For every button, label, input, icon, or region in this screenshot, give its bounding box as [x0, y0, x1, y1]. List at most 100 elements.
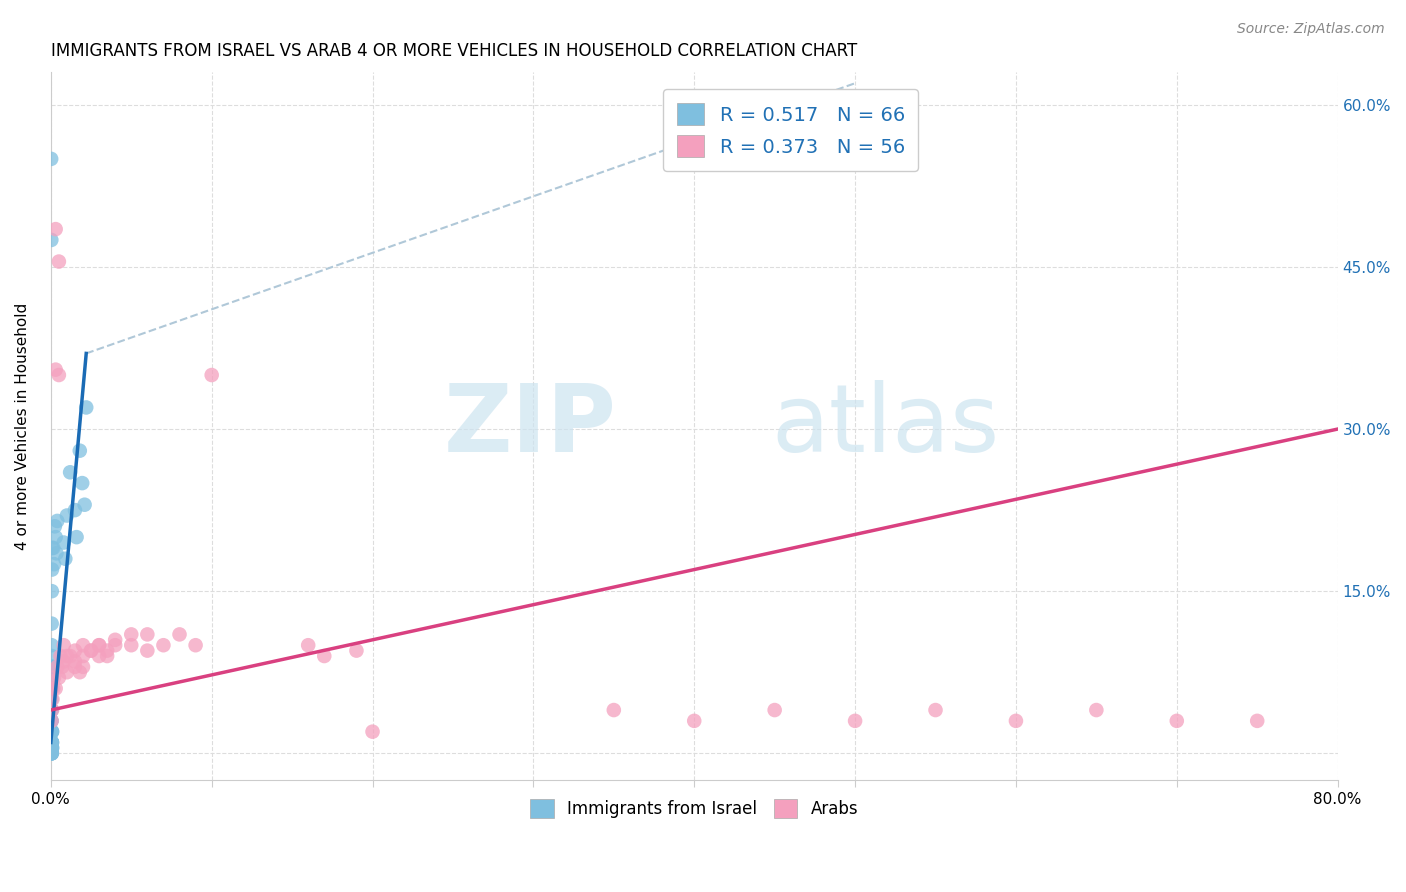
- Point: [52, 638, 75, 652]
- Text: atlas: atlas: [772, 380, 1000, 473]
- Point: [41, 692, 63, 706]
- Point: [169, 627, 191, 641]
- Point: [41, 584, 63, 599]
- Text: IMMIGRANTS FROM ISRAEL VS ARAB 4 OR MORE VEHICLES IN HOUSEHOLD CORRELATION CHART: IMMIGRANTS FROM ISRAEL VS ARAB 4 OR MORE…: [51, 42, 858, 60]
- Point: [41, 746, 63, 760]
- Point: [1166, 714, 1188, 728]
- Point: [41, 724, 63, 739]
- Text: Source: ZipAtlas.com: Source: ZipAtlas.com: [1237, 22, 1385, 37]
- Point: [41, 541, 63, 555]
- Point: [41, 703, 63, 717]
- Point: [51, 660, 73, 674]
- Point: [41, 660, 63, 674]
- Point: [45, 530, 67, 544]
- Point: [87, 648, 110, 663]
- Point: [39, 714, 62, 728]
- Point: [763, 703, 786, 717]
- Point: [41, 735, 63, 749]
- Point: [41, 703, 63, 717]
- Point: [41, 735, 63, 749]
- Point: [41, 671, 63, 685]
- Point: [87, 638, 110, 652]
- Point: [201, 368, 224, 382]
- Point: [39, 735, 62, 749]
- Point: [39, 233, 62, 247]
- Point: [63, 503, 86, 517]
- Point: [45, 546, 67, 560]
- Point: [120, 638, 142, 652]
- Point: [44, 519, 66, 533]
- Point: [104, 632, 127, 647]
- Point: [41, 563, 63, 577]
- Point: [683, 714, 706, 728]
- Point: [39, 724, 62, 739]
- Point: [80, 643, 103, 657]
- Legend: Immigrants from Israel, Arabs: Immigrants from Israel, Arabs: [524, 792, 865, 825]
- Point: [361, 724, 384, 739]
- Point: [41, 735, 63, 749]
- Point: [1085, 703, 1108, 717]
- Point: [41, 735, 63, 749]
- Point: [96, 643, 118, 657]
- Point: [152, 638, 174, 652]
- Text: ZIP: ZIP: [444, 380, 617, 473]
- Point: [41, 681, 63, 696]
- Point: [72, 648, 94, 663]
- Point: [39, 714, 62, 728]
- Point: [45, 222, 67, 236]
- Point: [49, 648, 72, 663]
- Point: [136, 643, 159, 657]
- Point: [41, 740, 63, 755]
- Point: [41, 735, 63, 749]
- Point: [41, 724, 63, 739]
- Point: [41, 735, 63, 749]
- Point: [45, 681, 67, 696]
- Point: [42, 557, 65, 571]
- Point: [41, 740, 63, 755]
- Point: [56, 665, 79, 680]
- Point: [69, 443, 91, 458]
- Point: [41, 724, 63, 739]
- Point: [75, 401, 97, 415]
- Point: [48, 254, 70, 268]
- Point: [72, 660, 94, 674]
- Point: [42, 541, 65, 555]
- Point: [80, 643, 103, 657]
- Point: [41, 681, 63, 696]
- Y-axis label: 4 or more Vehicles in Household: 4 or more Vehicles in Household: [15, 302, 30, 550]
- Point: [41, 740, 63, 755]
- Point: [48, 671, 70, 685]
- Point: [41, 740, 63, 755]
- Point: [314, 648, 336, 663]
- Point: [41, 740, 63, 755]
- Point: [924, 703, 946, 717]
- Point: [41, 735, 63, 749]
- Point: [63, 643, 86, 657]
- Point: [41, 714, 63, 728]
- Point: [65, 530, 87, 544]
- Point: [39, 152, 62, 166]
- Point: [42, 681, 65, 696]
- Point: [52, 535, 75, 549]
- Point: [297, 638, 319, 652]
- Point: [120, 627, 142, 641]
- Point: [59, 465, 82, 479]
- Point: [136, 627, 159, 641]
- Point: [41, 703, 63, 717]
- Point: [42, 671, 65, 685]
- Point: [41, 660, 63, 674]
- Point: [844, 714, 866, 728]
- Point: [41, 735, 63, 749]
- Point: [184, 638, 207, 652]
- Point: [63, 660, 86, 674]
- Point: [41, 724, 63, 739]
- Point: [63, 655, 86, 669]
- Point: [70, 476, 93, 491]
- Point: [41, 724, 63, 739]
- Point: [41, 724, 63, 739]
- Point: [41, 714, 63, 728]
- Point: [346, 643, 368, 657]
- Point: [41, 638, 63, 652]
- Point: [41, 740, 63, 755]
- Point: [46, 660, 69, 674]
